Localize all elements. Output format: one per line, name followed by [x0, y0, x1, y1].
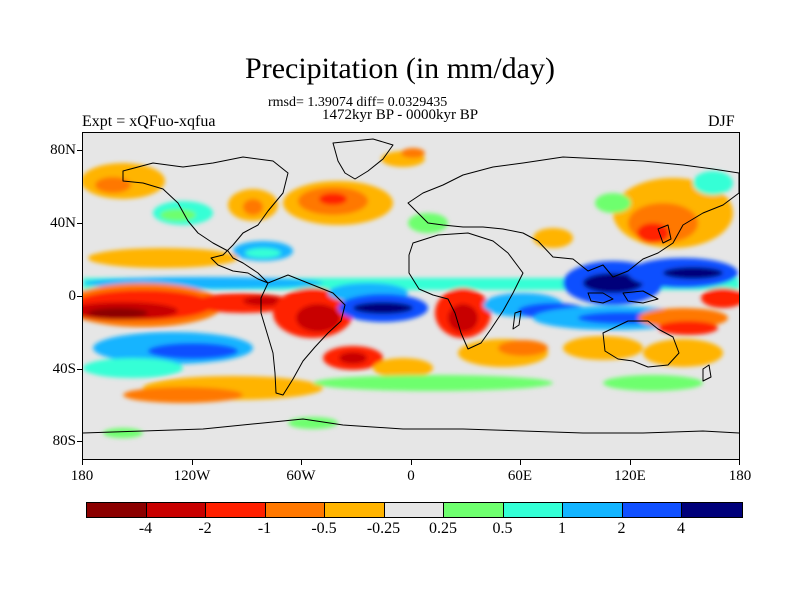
colorbar-box-1 — [146, 503, 206, 517]
lat-tick-1 — [77, 223, 82, 224]
lat-tick-4 — [77, 441, 82, 442]
lon-tick-0 — [82, 460, 83, 465]
colorbar-label-8: 2 — [617, 520, 626, 537]
colorbar-box-6 — [444, 503, 504, 517]
lat-label-80s: 80S — [52, 433, 76, 449]
lon-tick-1 — [191, 460, 193, 465]
colorbar-label-6: 0.5 — [492, 520, 513, 537]
lon-label-60e: 60E — [507, 468, 533, 484]
lon-label-60w: 60W — [286, 468, 316, 484]
colorbar-label-4: -0.25 — [366, 520, 401, 537]
lat-label-40s: 40S — [52, 361, 76, 377]
colorbar-label-0: -4 — [138, 520, 153, 537]
lon-tick-6 — [739, 460, 740, 465]
lon-tick-4 — [520, 460, 521, 465]
map-field — [83, 138, 739, 438]
colorbar-label-3: -0.5 — [311, 520, 337, 537]
colorbar — [86, 502, 743, 518]
colorbar-box-4 — [325, 503, 385, 517]
lat-tick-2 — [77, 296, 82, 297]
colorbar-label-9: 4 — [677, 520, 685, 537]
lon-label-120e: 120E — [614, 468, 646, 484]
lon-tick-2 — [301, 460, 302, 465]
lon-label-120w: 120W — [173, 468, 211, 484]
plot-title: Precipitation (in mm/day) — [245, 52, 555, 85]
lat-tick-3 — [77, 369, 82, 370]
colorbar-label-1: -2 — [198, 520, 212, 537]
colorbar-box-3 — [265, 503, 325, 517]
experiment-label: Expt = xQFuo-xqfua — [82, 113, 216, 130]
lat-tick-0 — [77, 150, 82, 151]
colorbar-label-7: 1 — [558, 520, 566, 537]
colorbar-box-9 — [622, 503, 682, 517]
precipitation-anomaly-field — [83, 148, 739, 438]
coastlines — [83, 138, 739, 434]
season-label: DJF — [708, 113, 735, 130]
lat-label-80n: 80N — [50, 142, 76, 158]
colorbar-label-5: 0.25 — [429, 520, 457, 537]
colorbar-box-5 — [384, 503, 444, 517]
colorbar-box-10 — [682, 503, 742, 517]
rmsd-diff-stats: rmsd= 1.39074 diff= 0.0329435 — [268, 95, 448, 110]
lon-label-0: 0 — [407, 468, 415, 484]
lon-label-180e: 180 — [728, 468, 752, 484]
colorbar-box-8 — [563, 503, 623, 517]
lon-tick-3 — [410, 460, 412, 465]
lon-label-180w: 180 — [70, 468, 94, 484]
precipitation-map — [82, 132, 740, 460]
lat-label-40n: 40N — [50, 215, 76, 231]
colorbar-box-2 — [206, 503, 266, 517]
colorbar-box-7 — [503, 503, 563, 517]
lat-label-0: 0 — [68, 288, 77, 304]
colorbar-label-2: -1 — [257, 520, 272, 537]
period-subtitle: 1472kyr BP - 0000kyr BP — [322, 107, 479, 123]
lon-tick-5 — [629, 460, 631, 465]
colorbar-box-0 — [87, 503, 147, 517]
